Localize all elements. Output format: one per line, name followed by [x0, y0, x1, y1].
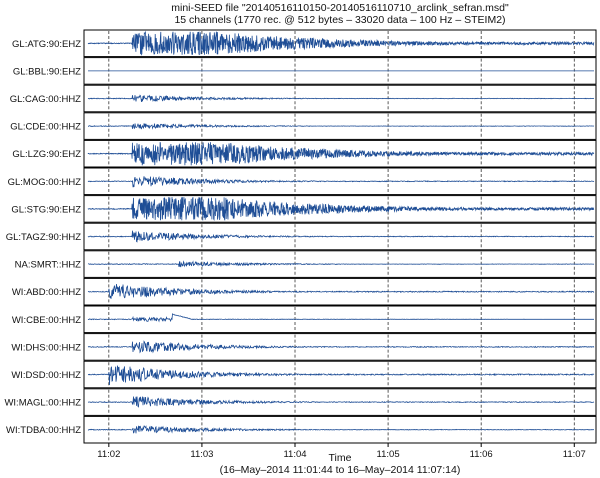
channel-label: WI:MAGL:00:HHZ [4, 398, 81, 409]
seismic-trace [87, 425, 595, 434]
channel-label: GL:CAG:00:HHZ [10, 94, 81, 105]
channel-frame [83, 277, 597, 306]
seismic-trace [87, 396, 595, 408]
x-axis-label: Time [328, 452, 352, 464]
channel-frame [83, 195, 597, 223]
channel-label: GL:TAGZ:90:HHZ [6, 232, 82, 243]
channel-frame [83, 29, 597, 58]
channel-label: GL:BBL:90:EHZ [13, 66, 81, 77]
channel-frame [83, 84, 597, 113]
chart-title-line2: 15 channels (1770 rec. @ 512 bytes – 330… [174, 14, 506, 26]
channel-label: WI:CBE:00:HHZ [12, 315, 81, 326]
channel-frame [83, 167, 597, 196]
channel-frame [83, 333, 597, 361]
channel-label: WI:DSD:00:HHZ [11, 370, 81, 381]
x-tick-label: 11:02 [97, 449, 120, 460]
x-range-label: (16–May–2014 11:01:44 to 16–May–2014 11:… [219, 464, 461, 476]
x-tick-label: 11:05 [377, 449, 400, 460]
seismic-trace [87, 230, 595, 243]
channel-frame [83, 139, 597, 168]
seismic-trace [87, 175, 595, 188]
x-tick-label: 11:03 [190, 449, 213, 460]
channel-frame [83, 57, 597, 85]
seismic-trace [87, 197, 595, 221]
channel-frame [83, 415, 597, 444]
channel-label: GL:LZG:90:EHZ [12, 149, 81, 160]
channel-frame [83, 388, 597, 416]
channel-label: WI:DHS:00:HHZ [11, 342, 81, 353]
channel-label: GL:ATG:90:EHZ [12, 39, 81, 50]
channel-frame [83, 112, 597, 140]
seismic-trace [87, 142, 595, 166]
channel-label: WI:ABD:00:HHZ [12, 287, 81, 298]
seismic-trace [87, 365, 595, 386]
channel-label: GL:MOG:00:HHZ [8, 177, 82, 188]
seismic-trace [87, 284, 595, 299]
chart-title-line1: mini-SEED file "20140516110150-201405161… [171, 2, 509, 14]
seismic-trace [87, 94, 595, 102]
channel-label: NA:SMRT::HHZ [15, 260, 82, 271]
seismic-trace [87, 313, 594, 323]
x-tick-label: 11:07 [563, 449, 586, 460]
channel-frame [83, 305, 597, 334]
seismic-trace [87, 340, 595, 354]
channel-frame [83, 250, 597, 278]
seismic-trace [87, 30, 595, 56]
channel-label: WI:TDBA:00:HHZ [6, 425, 81, 436]
channel-label: GL:CDE:00:HHZ [10, 122, 81, 133]
channel-frame [83, 222, 597, 251]
seismic-trace [88, 123, 595, 130]
x-tick-label: 11:04 [283, 449, 306, 460]
seismic-trace [87, 260, 595, 268]
channel-frame [83, 360, 597, 389]
x-tick-label: 11:06 [470, 449, 493, 460]
channel-label: GL:STG:90:EHZ [11, 204, 81, 215]
